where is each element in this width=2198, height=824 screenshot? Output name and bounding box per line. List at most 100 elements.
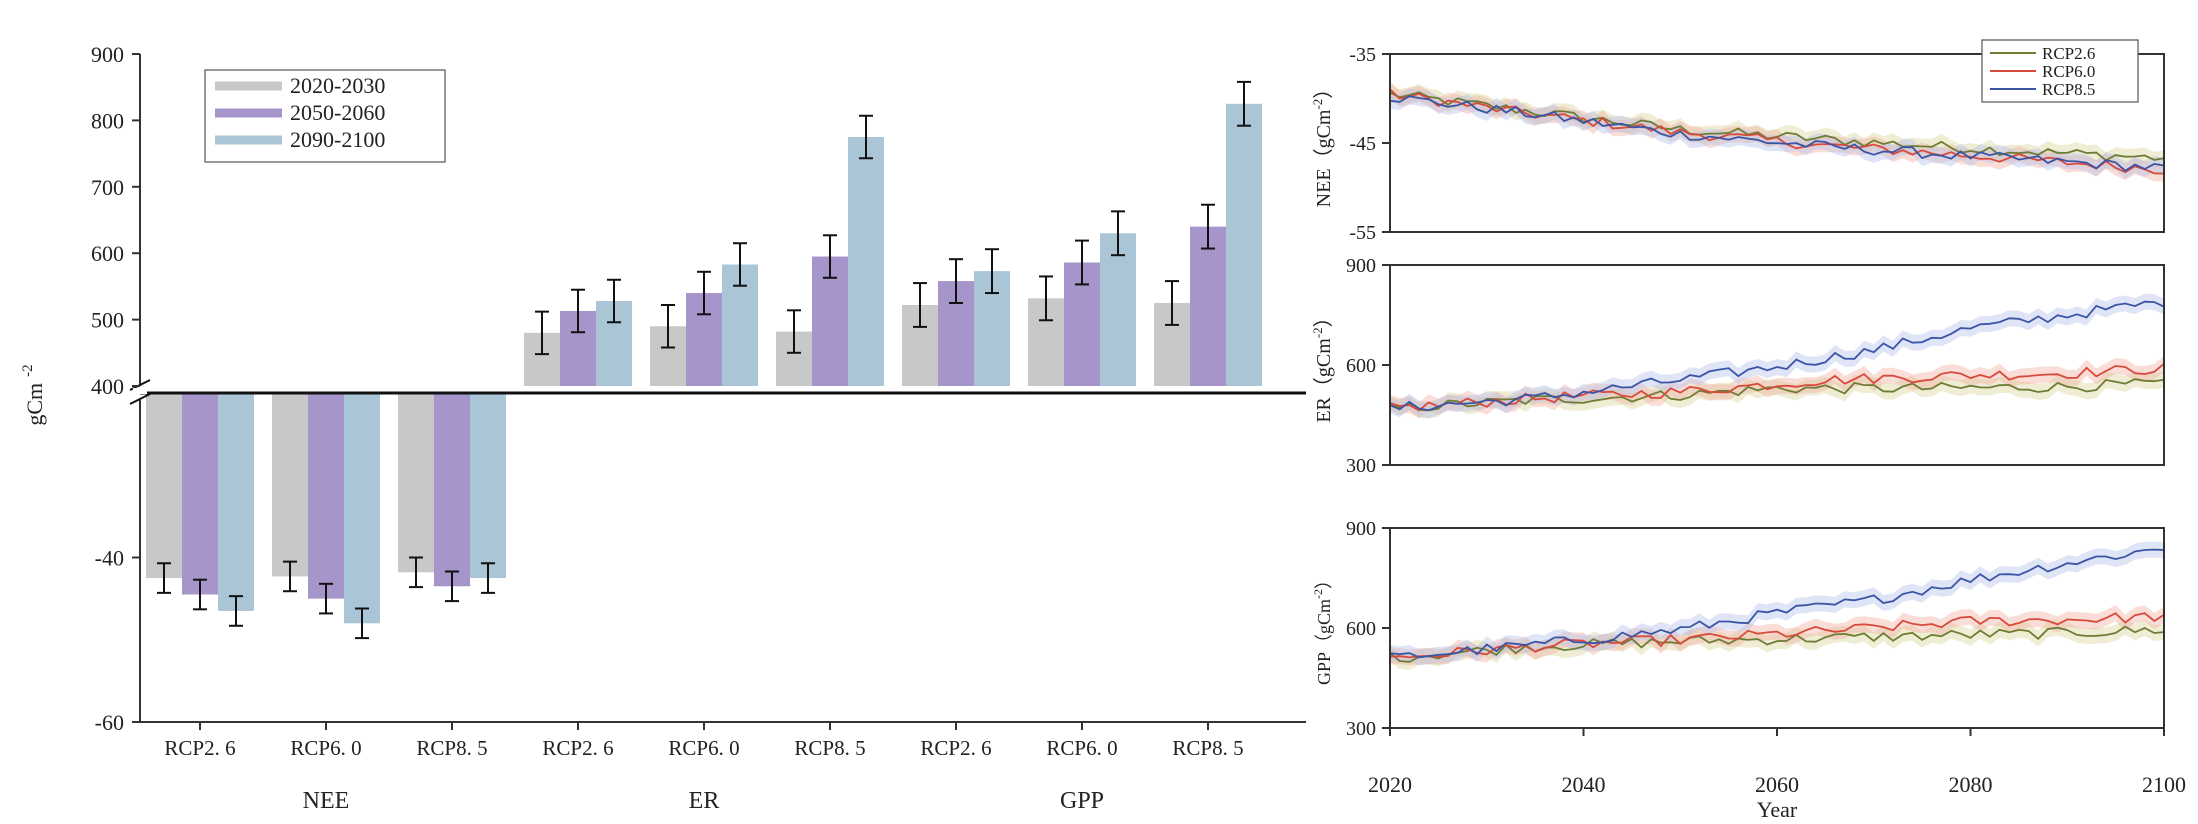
band-GPP-RCP8.5 xyxy=(1390,541,2164,666)
ytick-label-ER-600: 600 xyxy=(1346,355,1376,377)
ytick-label-NEE--35: -35 xyxy=(1349,44,1376,66)
xtick-label-2040: 2040 xyxy=(1562,772,1606,797)
line-GPP-RCP8.5 xyxy=(1389,548,2165,659)
errorbar-2020-2030-0 xyxy=(157,562,171,594)
bar-2020-2030-1 xyxy=(272,393,308,577)
errorbar-2050-2060-8 xyxy=(1201,203,1215,250)
bar-2050-2060-2 xyxy=(434,393,470,587)
errorbar-2050-2060-4 xyxy=(697,270,711,316)
bar-2050-2060-0 xyxy=(182,393,218,595)
errorbar-2090-2100-8 xyxy=(1237,80,1251,127)
legend-label-2020-2030: 2020-2030 xyxy=(290,73,385,98)
errorbar-2090-2100-0 xyxy=(229,595,243,627)
line-GPP-RCP2.6 xyxy=(1389,625,2165,663)
ytick-label-GPP-900: 900 xyxy=(1346,518,1376,540)
band-ER-RCP2.6 xyxy=(1390,371,2164,419)
ytick-label-ER-900: 900 xyxy=(1346,255,1376,277)
bar-group-label-NEE: NEE xyxy=(303,788,350,814)
errorbar-2090-2100-2 xyxy=(481,562,495,594)
ytick-label-GPP-300: 300 xyxy=(1346,718,1376,740)
bar-category-label-5: RCP8. 5 xyxy=(794,736,865,760)
line-legend: RCP2.6 RCP6.0 RCP8.5 xyxy=(1981,39,2139,103)
legend-label-rcp26: RCP2.6 xyxy=(2042,44,2095,63)
xtick-label-2060: 2060 xyxy=(1755,772,1799,797)
band-ER-RCP8.5 xyxy=(1390,293,2164,419)
nee-y-label-text: NEE（gCm xyxy=(1312,109,1335,207)
er-y-label-end: ） xyxy=(1312,307,1335,327)
band-GPP-RCP2.6 xyxy=(1390,618,2164,670)
bar-2090-2100-5 xyxy=(848,137,884,386)
errorbar-2090-2100-6 xyxy=(985,248,999,295)
xtick-label-2100: 2100 xyxy=(2142,772,2186,797)
gpp-y-label-text: GPP（gCm xyxy=(1314,599,1334,685)
bar-y-ticks: 400 500 600 700 800 900 -40 -60 xyxy=(91,42,140,735)
bar-category-label-2: RCP8. 5 xyxy=(416,736,487,760)
bar-ytick-label-600: 600 xyxy=(91,241,124,266)
ytick-label-NEE--55: -55 xyxy=(1349,222,1376,244)
bar-x-ticks: RCP2. 6 RCP6. 0 RCP8. 5 RCP2. 6 RCP6. 0 RCP8.… xyxy=(164,722,1244,814)
bar-ytick-label--40: -40 xyxy=(95,546,124,571)
gpp-y-label-sup: -2 xyxy=(1311,589,1325,599)
errorbar-2020-2030-2 xyxy=(409,556,423,589)
bar-group-label-GPP: GPP xyxy=(1060,788,1104,814)
line-x-ticks: 2020 2040 2060 2080 2100 xyxy=(1368,728,2186,797)
bar-category-label-8: RCP8. 5 xyxy=(1172,736,1243,760)
bar-2090-2100-1 xyxy=(344,393,380,624)
legend-label-2050-2060: 2050-2060 xyxy=(290,100,385,125)
line-NEE-RCP6.0 xyxy=(1389,88,2165,175)
errorbar-2020-2030-7 xyxy=(1039,275,1053,322)
ytick-label-GPP-600: 600 xyxy=(1346,618,1376,640)
errorbar-2090-2100-7 xyxy=(1111,210,1125,257)
bar-y-label-superscript: -2 xyxy=(20,364,36,377)
bar-ytick-label--60: -60 xyxy=(95,710,124,735)
xtick-label-2020: 2020 xyxy=(1368,772,1412,797)
bar-2090-2100-2 xyxy=(470,393,506,579)
bar-legend: 2020-2030 2050-2060 2090-2100 xyxy=(204,69,446,163)
errorbar-2020-2030-8 xyxy=(1165,280,1179,326)
errorbar-2090-2100-5 xyxy=(859,114,873,160)
bar-ytick-label-800: 800 xyxy=(91,108,124,133)
errorbar-2020-2030-1 xyxy=(283,560,297,593)
bar-category-label-3: RCP2. 6 xyxy=(542,736,613,760)
errorbar-2020-2030-5 xyxy=(787,309,801,354)
bar-2090-2100-8 xyxy=(1226,103,1262,387)
gpp-y-label-end: ） xyxy=(1314,571,1334,589)
bar-ytick-label-500: 500 xyxy=(91,308,124,333)
bar-group-label-ER: ER xyxy=(689,788,720,814)
errorbar-2050-2060-1 xyxy=(319,582,333,615)
gpp-y-label: GPP（gCm-2） xyxy=(1311,571,1334,685)
band-NEE-RCP2.6 xyxy=(1390,84,2164,169)
bar-category-label-1: RCP6. 0 xyxy=(290,736,361,760)
nee-y-label: NEE（gCm-2） xyxy=(1310,79,1335,208)
bar-2050-2060-8 xyxy=(1190,226,1226,386)
bar-ytick-label-700: 700 xyxy=(91,175,124,200)
bar-ytick-label-900: 900 xyxy=(91,42,124,67)
er-y-label: ER（gCm-2） xyxy=(1310,307,1335,422)
bar-y-label-text: gCm xyxy=(22,383,47,426)
bar-2020-2030-2 xyxy=(398,393,434,573)
errorbar-2090-2100-3 xyxy=(607,278,621,324)
bar-y-label: gCm -2 xyxy=(20,364,47,425)
errorbar-2050-2060-7 xyxy=(1075,239,1089,286)
bar-ytick-label-400: 400 xyxy=(91,374,124,399)
bar-errorbars xyxy=(157,80,1251,640)
xtick-label-2080: 2080 xyxy=(1949,772,1993,797)
line-NEE-RCP8.5 xyxy=(1389,95,2165,172)
bar-category-label-7: RCP6. 0 xyxy=(1046,736,1117,760)
errorbar-2020-2030-4 xyxy=(661,303,675,349)
bar-2090-2100-7 xyxy=(1100,233,1136,386)
legend-label-2090-2100: 2090-2100 xyxy=(290,127,385,152)
errorbar-2050-2060-0 xyxy=(193,578,207,611)
line-GPP-RCP6.0 xyxy=(1389,612,2165,659)
legend-label-rcp60: RCP6.0 xyxy=(2042,62,2095,81)
er-y-label-text: ER（gCm xyxy=(1312,338,1335,423)
errorbar-2020-2030-6 xyxy=(913,282,927,328)
errorbar-2050-2060-3 xyxy=(571,288,585,334)
er-y-label-sup: -2 xyxy=(1310,327,1325,338)
bar-marks xyxy=(146,103,1262,624)
bar-category-label-6: RCP2. 6 xyxy=(920,736,991,760)
ytick-label-NEE--45: -45 xyxy=(1349,133,1376,155)
legend-label-rcp85: RCP8.5 xyxy=(2042,80,2095,99)
